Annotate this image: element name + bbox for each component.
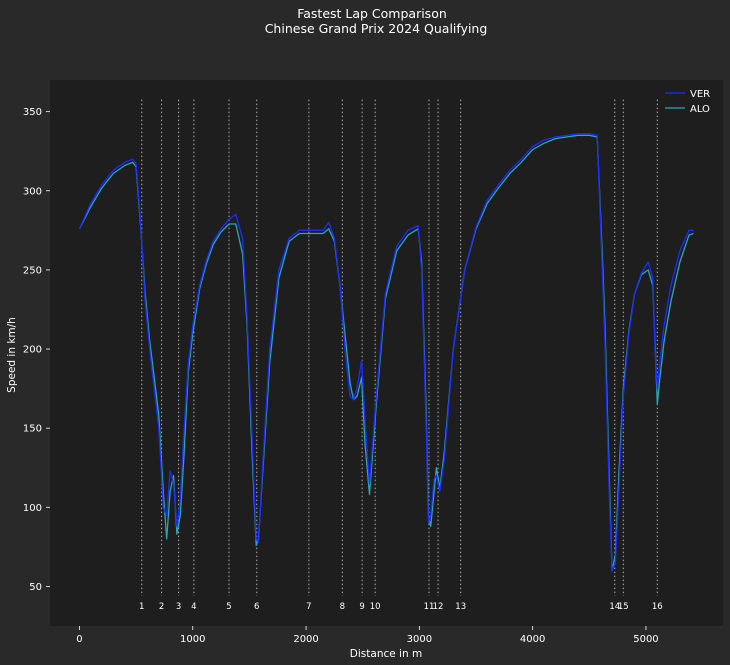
x-axis-ticks: 0 1000 2000 3000 4000 5000 <box>76 626 659 645</box>
x-axis-label: Distance in m <box>350 648 422 660</box>
corner-label-9: 9 <box>359 602 364 612</box>
chart-title: Fastest Lap Comparison <box>297 6 447 21</box>
x-tick-label: 0 <box>76 634 82 645</box>
corner-label-15: 15 <box>618 602 629 612</box>
corner-label-7: 7 <box>306 602 311 612</box>
y-tick-label: 300 <box>23 186 42 197</box>
y-axis-label: Speed in km/h <box>6 317 18 393</box>
x-tick-label: 4000 <box>520 634 545 645</box>
corner-label-16: 16 <box>652 602 663 612</box>
corner-label-8: 8 <box>340 602 345 612</box>
legend: VER ALO <box>665 89 710 115</box>
corner-label-14: 14 <box>609 602 620 612</box>
series-lines <box>78 133 694 572</box>
corner-label-11: 11 <box>424 602 435 612</box>
y-tick-label: 200 <box>23 345 42 356</box>
series-line-ver <box>78 133 694 572</box>
corner-label-13: 13 <box>455 602 466 612</box>
corner-label-4: 4 <box>191 602 196 612</box>
y-tick-label: 250 <box>23 265 42 276</box>
y-axis-ticks: 50 100 150 200 250 300 350 <box>23 107 50 593</box>
corner-label-12: 12 <box>433 602 444 612</box>
x-tick-label: 5000 <box>633 634 658 645</box>
legend-label-alo: ALO <box>690 104 710 115</box>
y-tick-label: 50 <box>29 582 42 593</box>
y-tick-label: 350 <box>23 107 42 118</box>
x-tick-label: 3000 <box>407 634 432 645</box>
corner-label-10: 10 <box>370 602 381 612</box>
corner-label-2: 2 <box>159 602 164 612</box>
corner-label-6: 6 <box>254 602 259 612</box>
legend-label-ver: VER <box>690 89 710 100</box>
x-tick-label: 2000 <box>293 634 318 645</box>
corner-label-5: 5 <box>226 602 231 612</box>
y-tick-label: 150 <box>23 424 42 435</box>
chart-subtitle: Chinese Grand Prix 2024 Qualifying <box>265 21 488 36</box>
y-tick-label: 100 <box>23 503 42 514</box>
x-tick-label: 1000 <box>180 634 205 645</box>
corner-label-3: 3 <box>176 602 181 612</box>
corner-label-1: 1 <box>139 602 144 612</box>
